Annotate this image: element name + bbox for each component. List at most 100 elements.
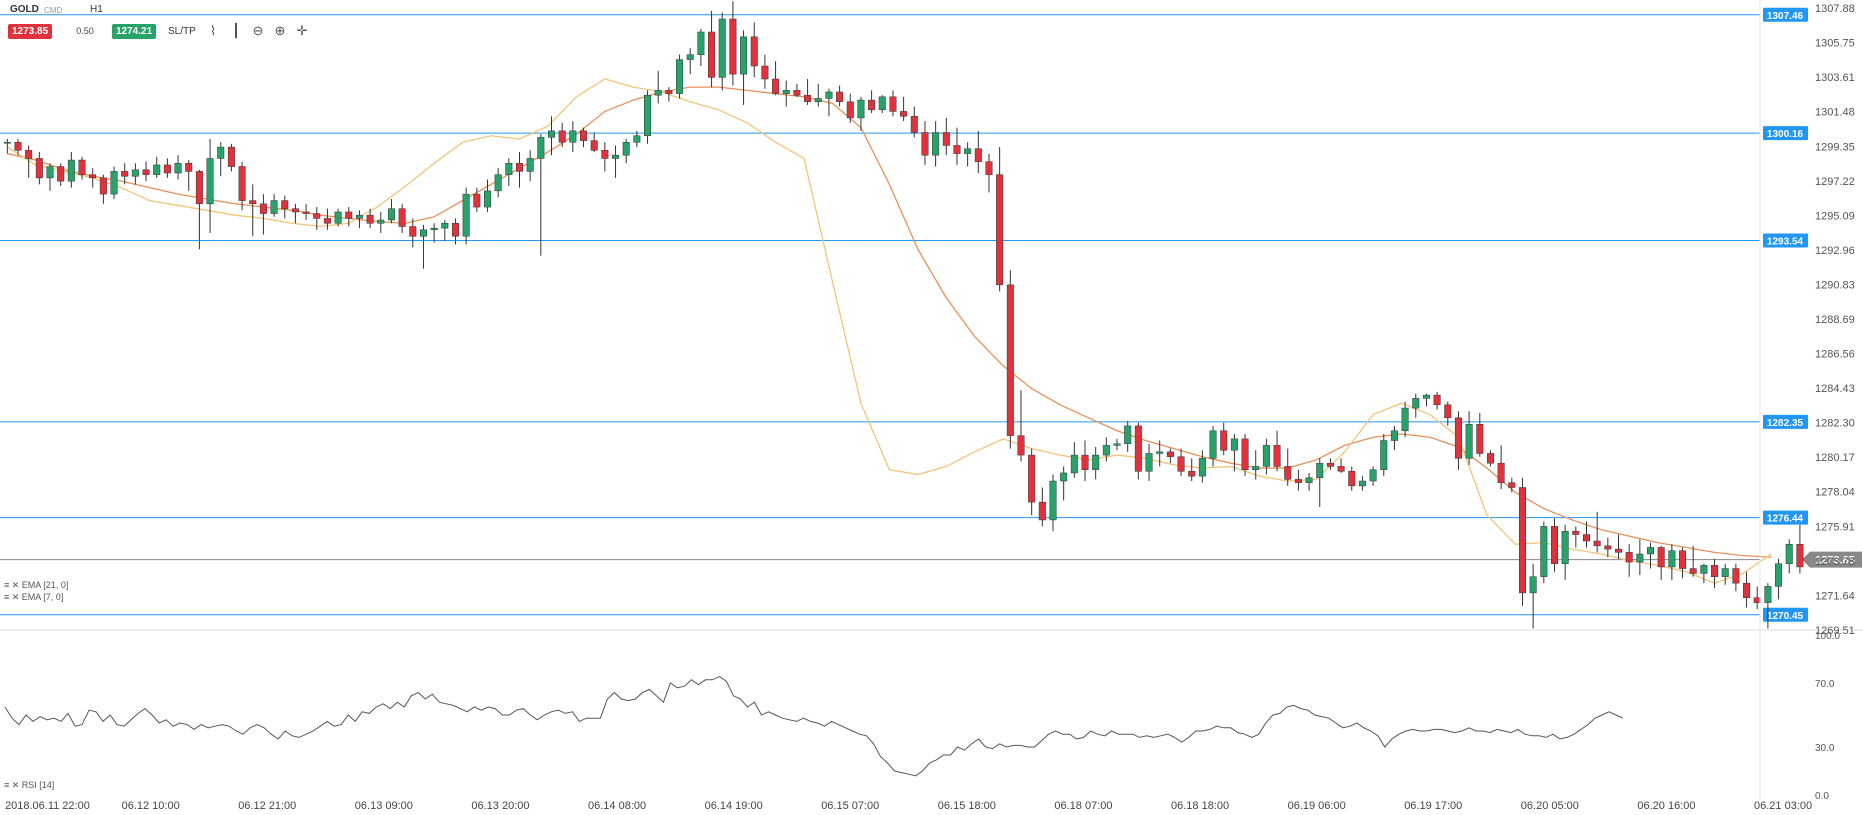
x-tick-label: 06.19 17:00 bbox=[1404, 800, 1462, 812]
y-tick-label: 1299.35 bbox=[1815, 141, 1855, 153]
candle-body bbox=[1647, 547, 1655, 555]
rsi-tick-label: 0.0 bbox=[1815, 791, 1829, 802]
level-price-label: 1300.16 bbox=[1767, 129, 1804, 140]
candle-body bbox=[825, 91, 833, 99]
candle-body bbox=[1145, 453, 1153, 472]
candle-body bbox=[227, 146, 235, 167]
x-tick-label: 06.14 19:00 bbox=[705, 800, 763, 812]
candle-body bbox=[462, 193, 470, 237]
candle-body bbox=[451, 223, 459, 237]
sell-price-button[interactable]: 1273.85 bbox=[8, 24, 53, 39]
candle-body bbox=[878, 96, 886, 111]
candle-body bbox=[1156, 451, 1164, 454]
candle-body bbox=[1134, 425, 1142, 472]
x-tick-label: 06.15 07:00 bbox=[821, 800, 879, 812]
x-tick-label: 06.13 20:00 bbox=[471, 800, 529, 812]
candle-body bbox=[804, 94, 812, 102]
ema7-legend[interactable]: ≡ ✕ EMA [7, 0] bbox=[4, 592, 64, 602]
candle-body bbox=[580, 130, 588, 141]
candle-body bbox=[793, 90, 801, 96]
candle-body bbox=[1252, 466, 1260, 470]
candle-body bbox=[1668, 550, 1676, 568]
candle-body bbox=[89, 174, 97, 179]
candle-body bbox=[1775, 563, 1783, 587]
candle-body bbox=[985, 161, 993, 175]
candle-body bbox=[846, 101, 854, 119]
candle-body bbox=[718, 18, 726, 78]
current-price-label: 1273.85 bbox=[1815, 555, 1855, 567]
y-tick-label: 1288.69 bbox=[1815, 314, 1855, 326]
candle-body bbox=[1593, 540, 1601, 547]
y-tick-label: 1292.96 bbox=[1815, 245, 1855, 257]
candle-body bbox=[1273, 445, 1281, 467]
x-tick-label: 06.18 18:00 bbox=[1171, 800, 1229, 812]
candle-body bbox=[281, 200, 289, 209]
line-chart-icon[interactable]: ⌇ bbox=[209, 23, 217, 38]
candle-body bbox=[921, 132, 929, 156]
rsi-legend[interactable]: ≡ ✕ RSI [14] bbox=[4, 780, 55, 790]
candle-body bbox=[1305, 477, 1313, 483]
instrument-type-label: CMD bbox=[44, 6, 63, 15]
candle-body bbox=[1465, 424, 1473, 459]
timeframe-select[interactable]: H1 bbox=[90, 4, 103, 15]
candle-body bbox=[836, 91, 844, 102]
candle-body bbox=[889, 96, 897, 112]
candle-body bbox=[686, 54, 694, 60]
candle-body bbox=[1092, 454, 1100, 470]
candle-body bbox=[1743, 582, 1751, 598]
candle-body bbox=[345, 211, 353, 219]
y-tick-label: 1290.83 bbox=[1815, 279, 1855, 291]
ema7-label: EMA [7, 0] bbox=[21, 592, 64, 602]
candle-body bbox=[35, 158, 43, 179]
rsi-line bbox=[4, 676, 1624, 777]
ema21-legend[interactable]: ≡ ✕ EMA [21, 0] bbox=[4, 580, 69, 590]
crosshair-icon[interactable]: ✛ bbox=[296, 23, 308, 38]
y-tick-label: 1284.43 bbox=[1815, 383, 1855, 395]
volume-stepper[interactable]: 0.50 bbox=[76, 26, 94, 36]
candle-body bbox=[1476, 424, 1484, 454]
candle-body bbox=[1220, 430, 1228, 451]
candle-body bbox=[505, 163, 513, 175]
candle-body bbox=[772, 78, 780, 94]
zoom-in-icon[interactable]: ⊕ bbox=[274, 23, 286, 38]
candle-body bbox=[419, 229, 427, 237]
sltp-button[interactable]: SL/TP bbox=[168, 26, 196, 37]
candle-body bbox=[697, 31, 705, 55]
candle-body bbox=[291, 208, 299, 213]
candle-body bbox=[1337, 466, 1345, 472]
candle-body bbox=[814, 98, 822, 102]
x-tick-label: 2018.06.11 22:00 bbox=[5, 800, 90, 812]
candle-body bbox=[1679, 550, 1687, 569]
candle-body bbox=[857, 99, 865, 119]
candle-body bbox=[601, 150, 609, 159]
symbol-label[interactable]: GOLD bbox=[10, 4, 39, 15]
candle-body bbox=[366, 214, 374, 224]
candle-body bbox=[1028, 454, 1036, 503]
candle-body bbox=[78, 159, 86, 175]
candle-body bbox=[1326, 462, 1334, 467]
candle-body bbox=[1017, 435, 1025, 456]
candle-body bbox=[3, 141, 11, 144]
x-tick-label: 06.12 21:00 bbox=[238, 800, 296, 812]
candle-body bbox=[1081, 454, 1089, 470]
rsi-tick-label: 70.0 bbox=[1815, 679, 1835, 690]
candle-chart-icon[interactable]: ┃ bbox=[232, 23, 240, 38]
candle-body bbox=[1753, 597, 1761, 603]
candle-body bbox=[1422, 394, 1430, 399]
candle-body bbox=[665, 90, 673, 94]
zoom-out-icon[interactable]: ⊖ bbox=[252, 23, 264, 38]
candle-body bbox=[622, 141, 630, 156]
candle-body bbox=[441, 223, 449, 229]
candle-body bbox=[430, 227, 438, 231]
candle-body bbox=[1711, 565, 1719, 577]
candle-body bbox=[1572, 531, 1580, 535]
candle-body bbox=[1294, 479, 1302, 483]
buy-price-button[interactable]: 1274.21 bbox=[112, 24, 157, 39]
level-price-label: 1307.46 bbox=[1767, 11, 1804, 22]
ema7-line bbox=[6, 78, 1772, 584]
rsi-label: RSI [14] bbox=[21, 780, 55, 790]
candle-body bbox=[1401, 407, 1409, 432]
candle-body bbox=[1124, 425, 1132, 444]
candle-body bbox=[1497, 462, 1505, 483]
